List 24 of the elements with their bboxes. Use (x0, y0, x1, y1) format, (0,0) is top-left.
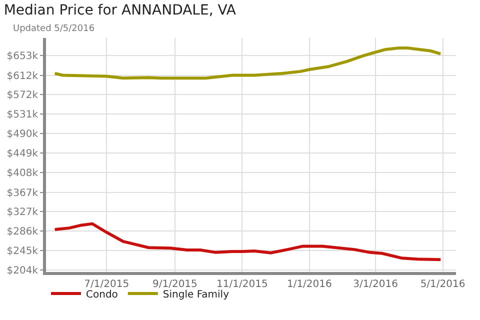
y-tick-label: $286k (6, 226, 38, 238)
chart-title: Median Price for ANNANDALE, VA (4, 2, 236, 19)
y-tick-label: $449k (6, 148, 38, 160)
x-tick-label: 11/1/2015 (216, 279, 268, 290)
y-tick-label: $408k (6, 168, 38, 180)
y-tick-label: $204k (6, 266, 38, 277)
x-tick-label: 9/1/2015 (152, 279, 198, 290)
y-tick-label: $531k (6, 109, 38, 120)
y-tick-label: $367k (6, 188, 38, 199)
chart-subtitle: Updated 5/5/2016 (13, 24, 95, 34)
line-series (53, 222, 442, 262)
line-series (53, 46, 442, 80)
x-tick-label: 5/1/2016 (420, 279, 466, 290)
y-tick-label: $327k (6, 206, 38, 218)
y-tick-label: $653k (6, 51, 38, 62)
legend-label: Condo (86, 289, 118, 300)
y-tick-label: $612k (6, 70, 38, 82)
y-tick-label: $572k (6, 90, 38, 101)
x-tick-label: 1/1/2016 (286, 279, 332, 290)
x-tick-label: 3/1/2016 (353, 279, 398, 290)
legend-label: Single Family (162, 289, 230, 300)
y-tick-label: $245k (6, 246, 38, 258)
x-tick-label: 7/1/2015 (84, 279, 130, 290)
y-tick-label: $490k (6, 129, 38, 140)
